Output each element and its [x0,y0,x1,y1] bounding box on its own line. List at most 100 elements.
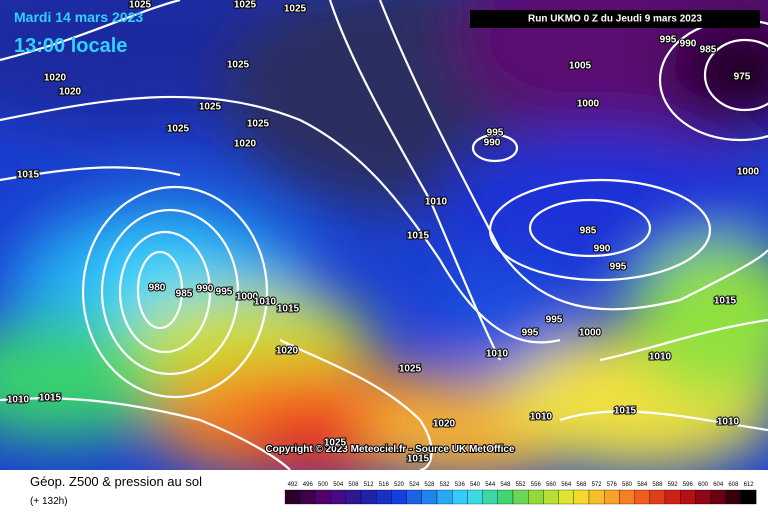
isobar-label: 1020 [59,87,82,98]
scale-swatch [376,489,392,505]
isobar-label: 1000 [579,328,602,339]
scale-label: 604 [713,482,724,488]
scale-label: 564 [561,482,572,488]
scale-label: 512 [364,482,375,488]
isobar-label: 1005 [569,61,592,72]
scale-swatch [619,489,635,505]
isobar-label: 1000 [577,99,600,110]
isobar-label: 1010 [649,352,672,363]
scale-swatch [421,489,438,505]
scale-swatch [360,489,377,505]
isobar-label: 1010 [486,349,509,360]
scale-swatch [330,489,346,505]
scale-swatch [452,489,468,505]
scale-swatch [604,489,620,505]
isobar-label: 1015 [17,170,40,181]
date: Mardi 14 mars 2023 [14,9,143,25]
isobar-label: 995 [660,35,677,46]
isobar-label: 1015 [39,393,62,404]
isobar-labels: 1025 1025 1025 1020 1020 1025 1025 1025 1025 1020… [6,0,761,466]
isobar-label: 1010 [7,395,30,406]
field [0,0,768,470]
isobar-label: 995 [610,262,627,273]
scale-label: 612 [744,482,755,488]
scale-swatch [300,489,316,505]
run-text: Run UKMO 0 Z du Jeudi 9 mars 2023 [528,14,702,25]
scale-swatch [345,489,362,505]
scale-label: 584 [637,482,648,488]
isobar-label: 1020 [44,73,67,84]
isobar-label: 1010 [254,297,277,308]
isobar-label: 985 [700,45,717,56]
scale-swatch [649,489,666,505]
scale-label: 600 [698,482,709,488]
scale-label: 580 [622,482,633,488]
isobar-label: 985 [176,289,193,300]
color-scale: 492 496 500 504 508 512 516 520 524 528 532 536 540 5… [284,482,757,505]
scale-label: 576 [607,482,618,488]
scale-label: 572 [592,482,603,488]
isobar-label: 1025 [399,364,422,375]
isobar-label: 1025 [324,438,347,449]
scale-label: 492 [288,482,299,488]
isobar-label: 990 [484,138,501,149]
isobar-label: 985 [580,226,597,237]
isobar-label: 1025 [234,0,257,11]
scale-swatch [588,489,605,505]
scale-label: 516 [379,482,390,488]
scale-label: 496 [303,482,314,488]
isobar-label: 990 [680,39,697,50]
scale-swatch [497,489,514,505]
scale-swatch [695,489,711,505]
isobar-label: 1015 [614,406,637,417]
scale-label: 552 [516,482,527,488]
scale-swatch [740,489,757,505]
scale-label: 532 [440,482,451,488]
isobar-label: 1015 [407,231,430,242]
isobar-label: 1010 [717,417,740,428]
run-box [470,10,760,28]
scale-swatch [406,489,422,505]
scale-label: 592 [668,482,679,488]
isobar-label: 980 [149,283,166,294]
scale-label: 544 [485,482,496,488]
scale-swatch [543,489,559,505]
isobar-label: 995 [487,128,504,139]
isobar-label: 990 [594,244,611,255]
isobar-label: 1025 [247,119,270,130]
scale-label: 560 [546,482,557,488]
isobar-label: 1000 [737,167,760,178]
scale-swatch [528,489,544,505]
isobar-label: 1010 [530,412,553,423]
scale-swatch [710,489,726,505]
scale-swatch [573,489,590,505]
scale-label: 524 [409,482,420,488]
isobar-label: 1020 [276,346,299,357]
isobar-label: 995 [546,315,563,326]
scale-swatch [391,489,407,505]
scale-swatch [680,489,696,505]
scale-label: 500 [318,482,329,488]
isobar-label: 1025 [227,60,250,71]
scale-swatch [512,489,529,505]
copyright: Copyright © 2023 Meteociel.fr - Source U… [265,444,515,455]
isobar-label: 975 [734,72,751,83]
scale-label: 596 [683,482,694,488]
isobar-label: 995 [522,328,539,339]
scale-swatch [664,489,681,505]
scale-swatch [558,489,574,505]
scale-label: 568 [576,482,587,488]
scale-swatch [634,489,650,505]
scale-label: 504 [333,482,344,488]
scale-swatch [284,489,301,505]
isobar-label: 1010 [425,197,448,208]
scale-label: 528 [424,482,435,488]
scale-label: 520 [394,482,405,488]
isobar-label: 1000 [236,292,259,303]
isobar-label: 1025 [167,124,190,135]
scale-label: 540 [470,482,481,488]
isobar-label: 1025 [199,102,222,113]
scale-label: 588 [652,482,663,488]
isobar-label: 1025 [129,0,152,11]
